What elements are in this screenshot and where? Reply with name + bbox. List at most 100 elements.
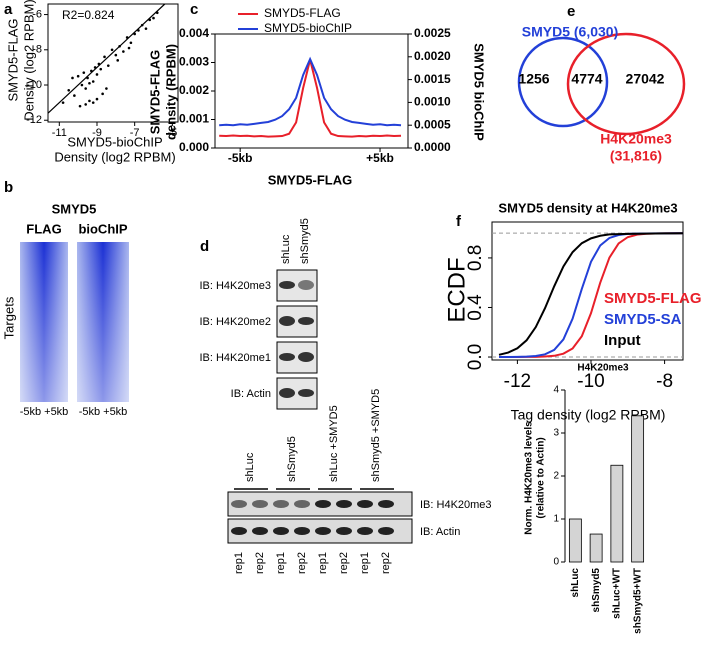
- point: [101, 92, 104, 96]
- chart-title: H4K20me3: [577, 363, 629, 374]
- y-tick-label: 0.0: [465, 344, 486, 370]
- point: [148, 18, 152, 22]
- row-label: IB: Actin: [231, 388, 271, 400]
- blot-band: [279, 353, 295, 361]
- blot-band: [298, 317, 314, 325]
- heatmap-xlabel: -5kb +5kb: [79, 406, 128, 418]
- row-label: IB: H4K20me3: [199, 280, 271, 292]
- lane-label: shLuc: [280, 234, 292, 264]
- point: [90, 69, 93, 73]
- point: [91, 80, 95, 83]
- y-tick-label: -8: [32, 44, 42, 56]
- lane-label: rep1: [317, 552, 329, 574]
- point: [61, 101, 65, 104]
- panel-label: b: [4, 179, 13, 196]
- bar: [610, 464, 624, 563]
- blot-band: [294, 500, 310, 508]
- point: [125, 36, 129, 39]
- row-label: IB: H4K20me3: [420, 499, 492, 511]
- x-tick-label: -9: [92, 127, 102, 139]
- series-line: [219, 56, 402, 127]
- y2-tick-label: 0.0015: [414, 72, 451, 86]
- heatmap-column: FLAG: [26, 221, 61, 236]
- blot-band: [231, 527, 247, 535]
- annotation: R2=0.824: [62, 8, 115, 22]
- point: [80, 83, 84, 87]
- point: [116, 59, 120, 62]
- point: [95, 97, 99, 101]
- lane-label: rep2: [380, 552, 392, 574]
- point: [152, 16, 155, 20]
- point: [129, 41, 133, 45]
- lane-label: shSmyd5: [299, 218, 311, 264]
- y2-tick-label: 0.0025: [414, 26, 451, 40]
- group-label: shLuc +SMYD5: [328, 405, 340, 482]
- y-axis-label: SMYD5-FLAG: [5, 18, 20, 101]
- lane-label: rep2: [296, 552, 308, 574]
- y-axis-label: density (RPBM): [163, 44, 178, 140]
- y-tick-label: 0.000: [179, 140, 209, 154]
- blot-band: [298, 389, 314, 397]
- y2-tick-label: 0.0010: [414, 95, 451, 109]
- y-axis-label: SMYD5-FLAG: [147, 50, 162, 135]
- x-tick-label: +5kb: [366, 151, 394, 165]
- heatmap-fade: [20, 242, 68, 402]
- heatmap-column: bioChIP: [78, 221, 127, 236]
- point: [137, 29, 140, 32]
- group-label: shLuc: [244, 452, 256, 482]
- heatmap-xlabel: -5kb +5kb: [20, 406, 69, 418]
- legend-label: Input: [604, 332, 641, 349]
- x-tick-label: -5kb: [228, 151, 253, 165]
- row-label: IB: H4K20me2: [199, 316, 271, 328]
- y-tick-label: 0.4: [465, 294, 486, 321]
- blot-band: [378, 500, 394, 508]
- blot-band: [279, 316, 295, 326]
- venn-label: (31,816): [610, 148, 662, 164]
- point: [88, 99, 91, 103]
- x-axis-label: Tag density (log2 RPBM): [511, 407, 666, 423]
- chart-title: SMYD5 density at H4K20me3: [498, 200, 677, 215]
- legend-label: SMYD5-FLAG: [264, 6, 341, 20]
- point: [82, 71, 86, 74]
- y-tick-label: -10: [26, 79, 42, 91]
- blot-band: [294, 527, 310, 535]
- blot-band: [378, 527, 394, 535]
- row-label: IB: H4K20me1: [199, 352, 271, 364]
- point: [97, 62, 101, 66]
- y-tick-label: 1: [553, 514, 559, 525]
- point: [93, 66, 97, 69]
- y-tick-label: 0: [553, 557, 559, 568]
- legend-label: SMYD5-SA: [604, 311, 682, 328]
- y-tick-label: 3: [553, 428, 559, 439]
- point: [86, 76, 89, 80]
- y2-tick-label: 0.0020: [414, 49, 451, 63]
- point: [88, 81, 91, 85]
- x-tick-label: -5: [167, 127, 177, 139]
- y-tick-label: 4: [553, 385, 559, 396]
- x-tick-label: shSmyd5+WT: [632, 568, 643, 634]
- blot-band: [252, 500, 268, 508]
- blot-band: [279, 281, 295, 289]
- point: [140, 23, 144, 27]
- point: [103, 55, 106, 59]
- point: [91, 101, 95, 104]
- plot-frame: [491, 221, 684, 361]
- y-tick-label: 0.004: [179, 26, 209, 40]
- blot-band: [336, 500, 352, 508]
- x-axis-label: SMYD5-FLAG: [268, 172, 353, 187]
- series-line: [498, 232, 684, 356]
- y-axis-label: (relative to Actin): [536, 437, 547, 518]
- point: [127, 46, 131, 50]
- blot-band: [273, 527, 289, 535]
- plot-frame: [47, 3, 179, 123]
- row-label: IB: Actin: [420, 526, 460, 538]
- blot-band: [298, 352, 314, 362]
- lane-label: rep1: [233, 552, 245, 574]
- point: [110, 48, 114, 52]
- point: [84, 103, 87, 106]
- x-tick-label: shLuc: [570, 568, 581, 598]
- blot-band: [252, 527, 268, 535]
- venn-count: 4774: [571, 71, 602, 87]
- point: [78, 104, 82, 108]
- blot-band: [279, 388, 295, 398]
